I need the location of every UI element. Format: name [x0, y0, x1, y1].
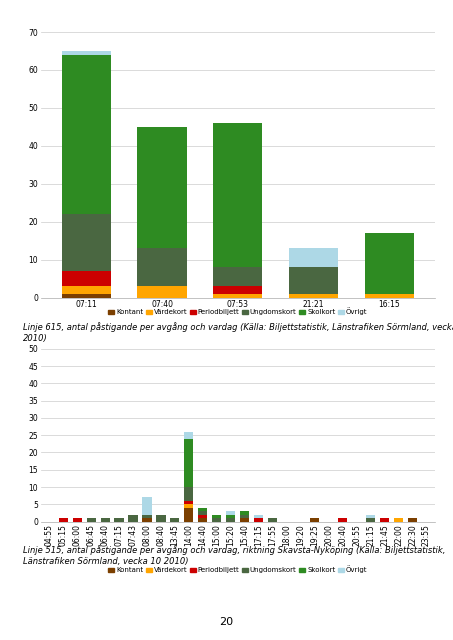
Bar [62, 286, 111, 294]
Bar [198, 508, 207, 511]
Bar [213, 123, 262, 268]
Text: Linje 615, antal påstigande per avgång och vardag (Källa: Biljettstatistik, Läns: Linje 615, antal påstigande per avgång o… [23, 322, 453, 343]
Bar [184, 432, 193, 438]
Bar [62, 294, 111, 298]
Bar [254, 518, 263, 522]
Bar [408, 518, 417, 522]
Bar [394, 518, 403, 522]
Bar [184, 438, 193, 487]
Bar [198, 511, 207, 515]
Bar [198, 518, 207, 522]
Bar [115, 518, 124, 522]
Bar [213, 268, 262, 286]
Bar [156, 515, 165, 522]
Bar [137, 248, 187, 286]
Bar [87, 518, 96, 522]
Legend: Kontant, Värdekort, Periodbiljett, Ungdomskort, Skolkort, Övrigt: Kontant, Värdekort, Periodbiljett, Ungdo… [108, 308, 367, 316]
Bar [289, 248, 338, 268]
Bar [170, 518, 179, 522]
Bar [289, 294, 338, 298]
Bar [142, 518, 151, 522]
Bar [137, 127, 187, 248]
Text: 20: 20 [219, 617, 234, 627]
Bar [62, 271, 111, 286]
Bar [72, 518, 82, 522]
Bar [129, 515, 138, 522]
Bar [240, 518, 249, 522]
Bar [62, 214, 111, 271]
Text: Linje 515, antal påstigande per avgång och vardag, riktning Skavsta-Nyköping (Kä: Linje 515, antal påstigande per avgång o… [23, 545, 445, 566]
Bar [198, 515, 207, 518]
Bar [366, 518, 375, 522]
Bar [142, 497, 151, 515]
Bar [213, 286, 262, 294]
Bar [366, 515, 375, 518]
Bar [226, 518, 236, 522]
Bar [184, 501, 193, 504]
Bar [365, 233, 414, 294]
Bar [380, 518, 389, 522]
Bar [338, 518, 347, 522]
Bar [310, 518, 319, 522]
Legend: Kontant, Värdekort, Periodbiljett, Ungdomskort, Skolkort, Övrigt: Kontant, Värdekort, Periodbiljett, Ungdo… [108, 566, 367, 573]
Bar [137, 286, 187, 298]
Bar [184, 504, 193, 508]
Bar [268, 518, 277, 522]
Bar [226, 515, 236, 518]
Bar [240, 511, 249, 515]
Bar [142, 515, 151, 518]
Bar [184, 508, 193, 522]
Bar [184, 487, 193, 501]
Bar [240, 515, 249, 518]
Bar [254, 515, 263, 518]
Bar [365, 294, 414, 298]
Bar [62, 55, 111, 214]
Bar [289, 268, 338, 294]
Bar [213, 294, 262, 298]
Bar [101, 518, 110, 522]
Bar [212, 518, 222, 522]
Bar [226, 511, 236, 515]
Bar [58, 518, 67, 522]
Bar [212, 515, 222, 518]
Bar [62, 51, 111, 55]
